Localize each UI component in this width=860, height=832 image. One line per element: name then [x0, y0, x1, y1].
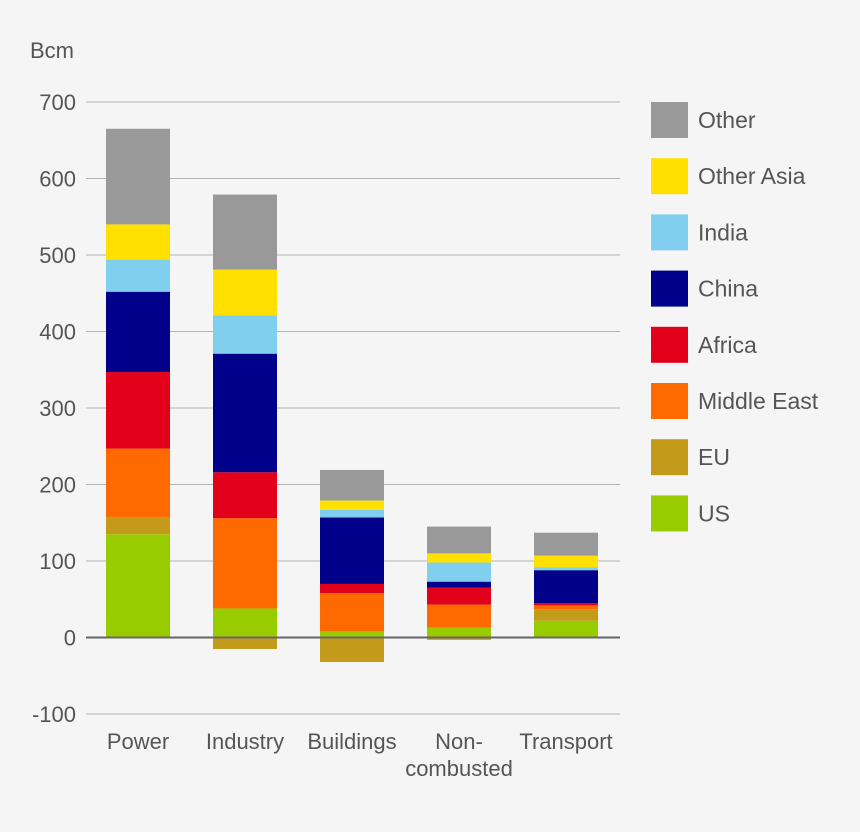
- bar-industry-china: [213, 353, 277, 473]
- y-tick-label: 200: [39, 473, 76, 498]
- y-tick-labels: -100 0 100 200 300 400 500 600 700: [32, 90, 76, 727]
- legend-label-other: Other: [698, 107, 756, 133]
- bar-buildings-india: [320, 509, 384, 518]
- bar-buildings-other: [320, 469, 384, 501]
- bar-industry-us: [213, 608, 277, 638]
- bar-non-combusted-us: [427, 627, 491, 638]
- bar-industry-india: [213, 315, 277, 354]
- category-label: Non-: [435, 729, 483, 754]
- y-tick-label: 0: [64, 626, 76, 651]
- bar-transport-eu: [534, 609, 598, 621]
- category-labels: Power Industry Buildings Non-combustedTrans…: [107, 729, 613, 781]
- legend-label-africa: Africa: [698, 332, 757, 358]
- y-tick-label: 700: [39, 90, 76, 115]
- bar-buildings-china: [320, 517, 384, 584]
- bar-industry-eu: [213, 637, 277, 649]
- category-label: Power: [107, 729, 169, 754]
- bar-transport-us: [534, 620, 598, 638]
- legend-swatch-other-asia: [651, 158, 688, 195]
- legend-label-us: US: [698, 500, 730, 526]
- legend-swatch-china: [651, 270, 688, 307]
- bar-non-combusted-middle-east: [427, 604, 491, 628]
- bar-power-china: [106, 291, 170, 373]
- legend-label-middle-east: Middle East: [698, 388, 819, 414]
- bar-buildings-other-asia: [320, 500, 384, 510]
- bar-transport-other: [534, 532, 598, 556]
- category-label: Transport: [519, 729, 612, 754]
- legend: Other Other Asia India China Africa Middle Ea…: [651, 102, 819, 532]
- y-tick-label: 400: [39, 320, 76, 345]
- bar-industry-other-asia: [213, 269, 277, 316]
- bar-buildings-eu: [320, 637, 384, 662]
- y-tick-label: 500: [39, 243, 76, 268]
- bar-non-combusted-china: [427, 581, 491, 588]
- bar-transport-middle-east: [534, 605, 598, 610]
- y-tick-label: 300: [39, 396, 76, 421]
- bar-transport-china: [534, 570, 598, 604]
- bar-non-combusted-other-asia: [427, 553, 491, 563]
- bar-non-combusted-other: [427, 526, 491, 554]
- bar-power-other-asia: [106, 224, 170, 260]
- bar-power-india: [106, 259, 170, 292]
- y-tick-label: 100: [39, 549, 76, 574]
- legend-label-other-asia: Other Asia: [698, 163, 806, 189]
- bar-transport-africa: [534, 603, 598, 606]
- legend-label-india: India: [698, 219, 748, 245]
- bar-transport-india: [534, 567, 598, 571]
- bar-industry-middle-east: [213, 518, 277, 609]
- bar-industry-africa: [213, 472, 277, 519]
- bar-transport-other-asia: [534, 555, 598, 568]
- category-label: Buildings: [307, 729, 396, 754]
- bar-buildings-us: [320, 631, 384, 638]
- bar-power-other: [106, 128, 170, 225]
- bar-non-combusted-africa: [427, 587, 491, 605]
- category-label: combusted: [405, 756, 513, 781]
- legend-swatch-other: [651, 102, 688, 138]
- bar-buildings-africa: [320, 583, 384, 594]
- legend-swatch-middle-east: [651, 383, 688, 419]
- bar-non-combusted-eu: [427, 637, 491, 640]
- y-axis-title: Bcm: [30, 38, 74, 63]
- legend-label-china: China: [698, 276, 758, 302]
- bar-power-us: [106, 534, 170, 638]
- category-label: Industry: [206, 729, 284, 754]
- bar-power-africa: [106, 372, 170, 449]
- bar-power-eu: [106, 517, 170, 535]
- legend-swatch-africa: [651, 326, 688, 363]
- bar-non-combusted-india: [427, 562, 491, 582]
- y-tick-label: 600: [39, 167, 76, 192]
- bar-power-middle-east: [106, 448, 170, 518]
- bar-buildings-middle-east: [320, 593, 384, 632]
- legend-swatch-india: [651, 214, 688, 251]
- legend-label-eu: EU: [698, 444, 730, 470]
- legend-swatch-eu: [651, 439, 688, 476]
- bar-industry-other: [213, 194, 277, 270]
- y-tick-label: -100: [32, 702, 76, 727]
- legend-swatch-us: [651, 495, 688, 532]
- bars: [106, 128, 598, 662]
